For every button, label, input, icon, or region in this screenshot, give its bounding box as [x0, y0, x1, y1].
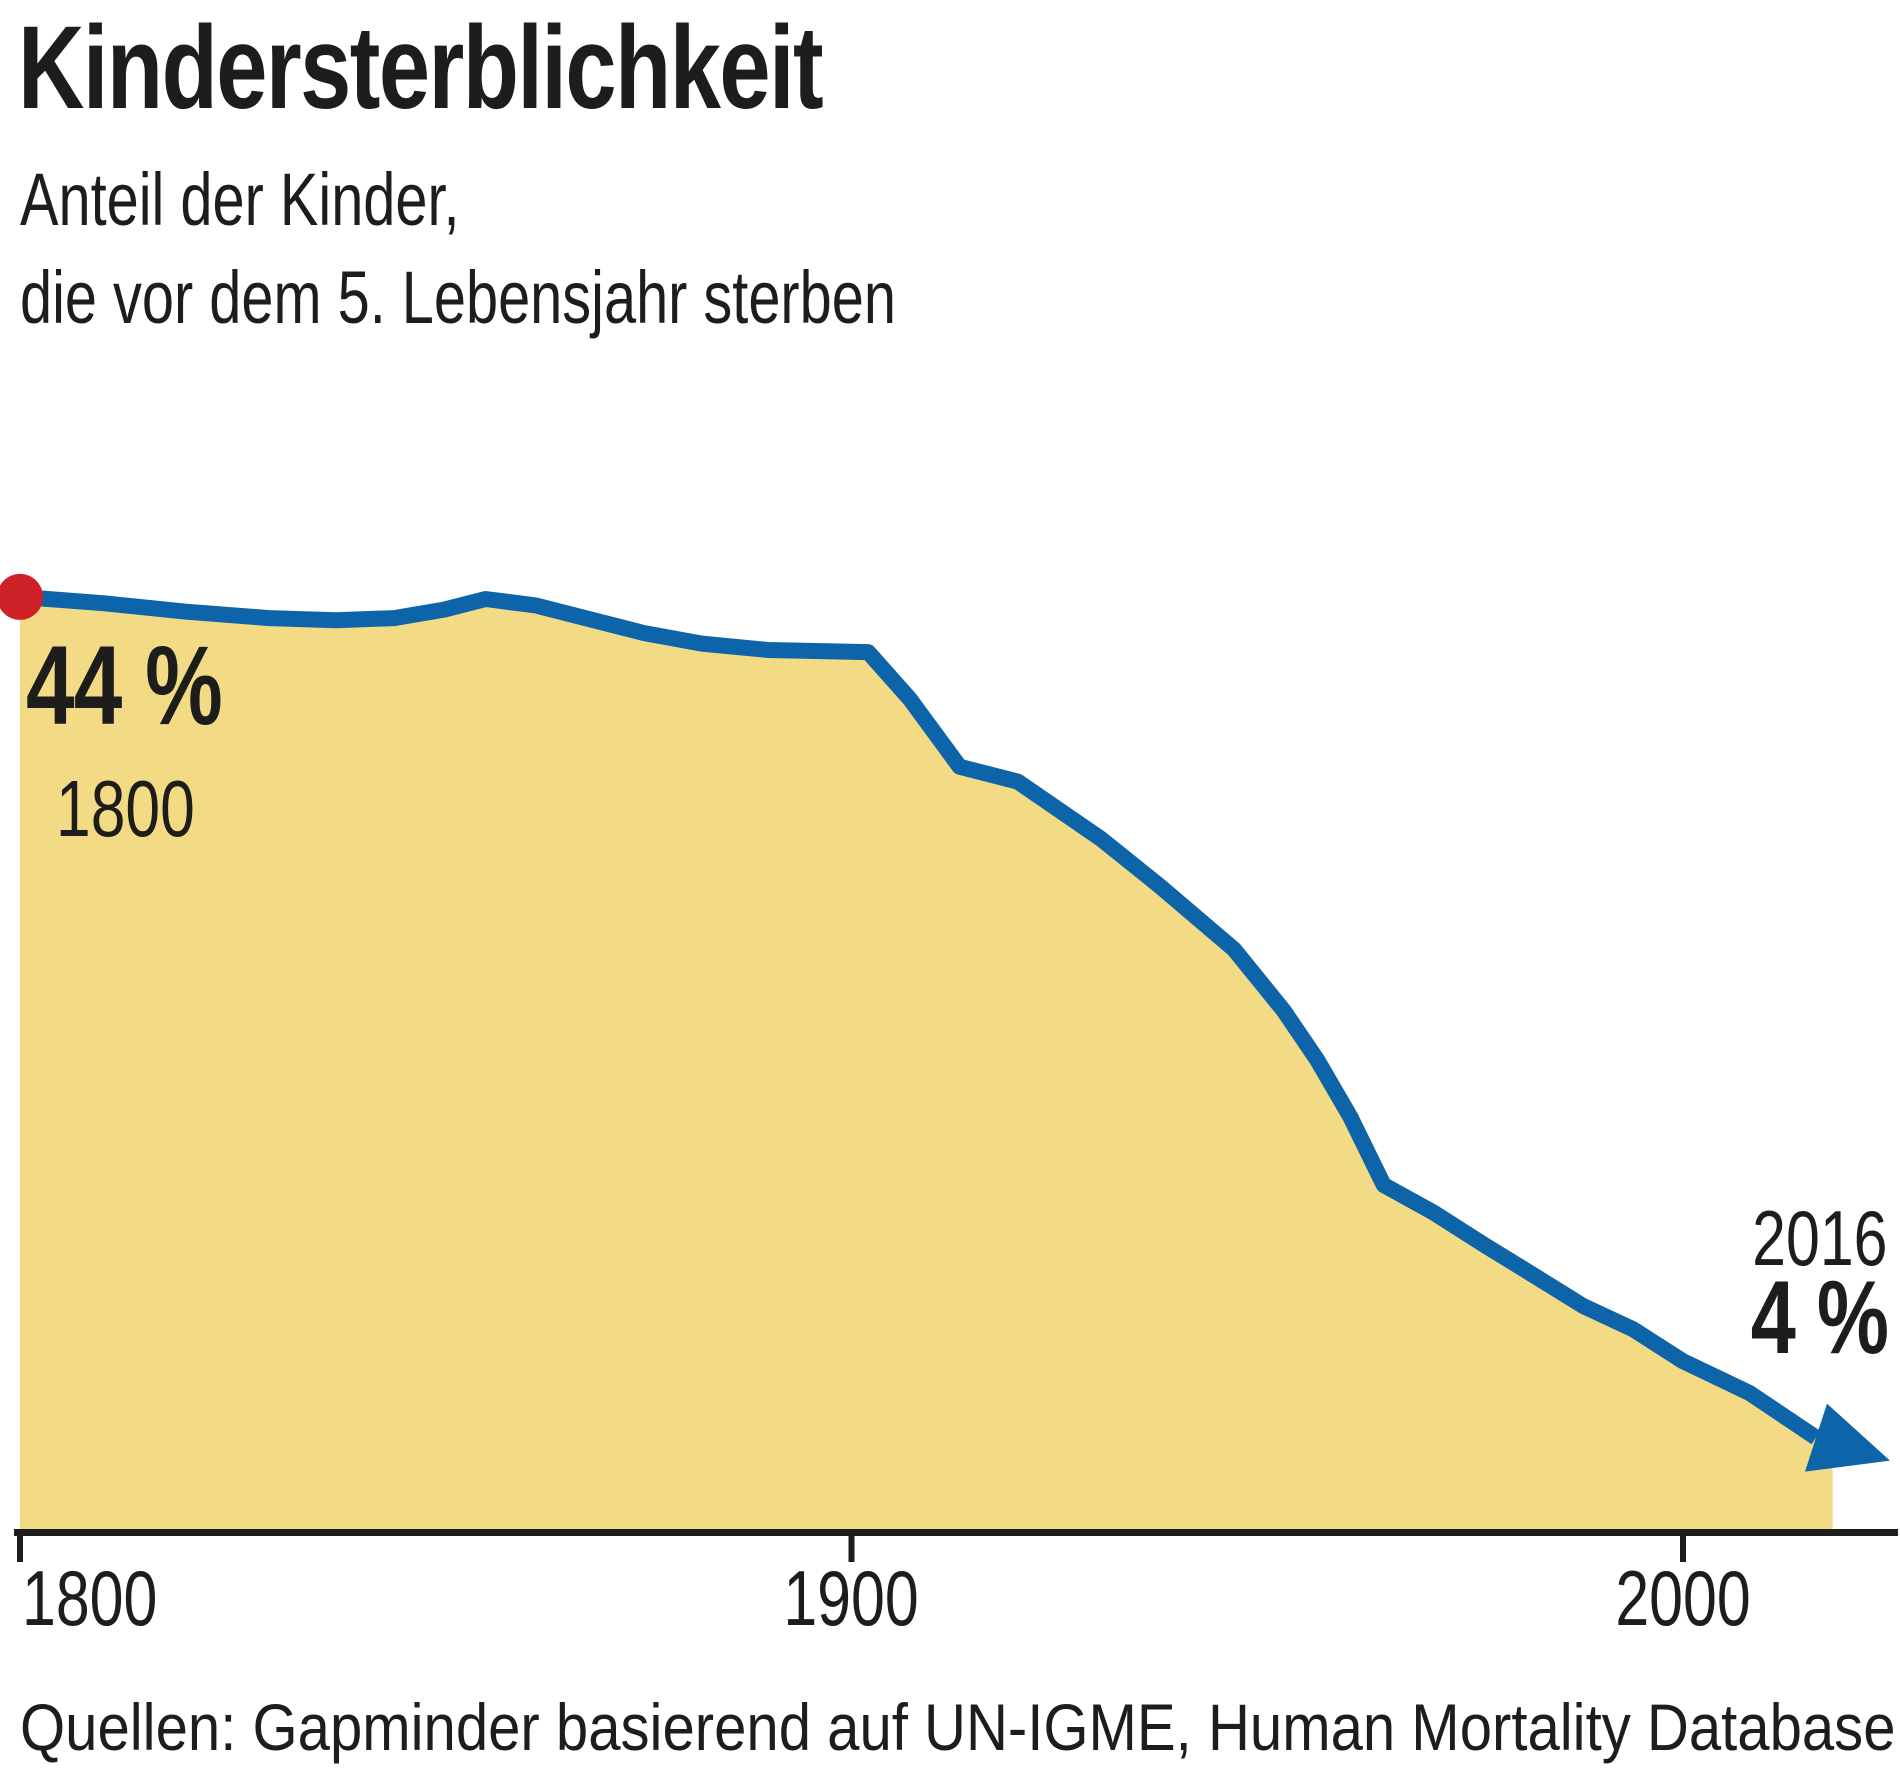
subtitle-line-2: die vor dem 5. Lebensjahr sterben	[20, 255, 896, 339]
end-year-label: 2016	[1752, 1194, 1888, 1282]
x-axis-tick-1900	[848, 1536, 855, 1562]
x-axis-tick-1800	[17, 1536, 23, 1562]
chart-subtitle: Anteil der Kinder, die vor dem 5. Lebens…	[20, 151, 896, 346]
start-year-label: 1800	[56, 764, 195, 853]
subtitle-line-1: Anteil der Kinder,	[20, 158, 460, 241]
mortality-trend-line	[19, 588, 1821, 1445]
source-credit: Quellen: Gapminder basierend auf UN-IGME…	[20, 1690, 1896, 1764]
x-axis-label-2000: 2000	[1615, 1554, 1751, 1642]
end-value-label: 4 %	[1750, 1260, 1889, 1376]
page-title: Kindersterblichkeit	[18, 2, 824, 134]
x-axis-line	[14, 1529, 1898, 1536]
x-axis-label-1800: 1800	[22, 1554, 158, 1642]
mortality-area-fill	[20, 596, 1833, 1531]
start-point-dot	[0, 573, 43, 620]
x-axis-label-1900: 1900	[783, 1554, 919, 1642]
trend-line-arrowhead-icon	[1805, 1403, 1890, 1472]
start-value-label: 44 %	[26, 623, 223, 748]
x-axis-tick-2000	[1680, 1536, 1686, 1562]
